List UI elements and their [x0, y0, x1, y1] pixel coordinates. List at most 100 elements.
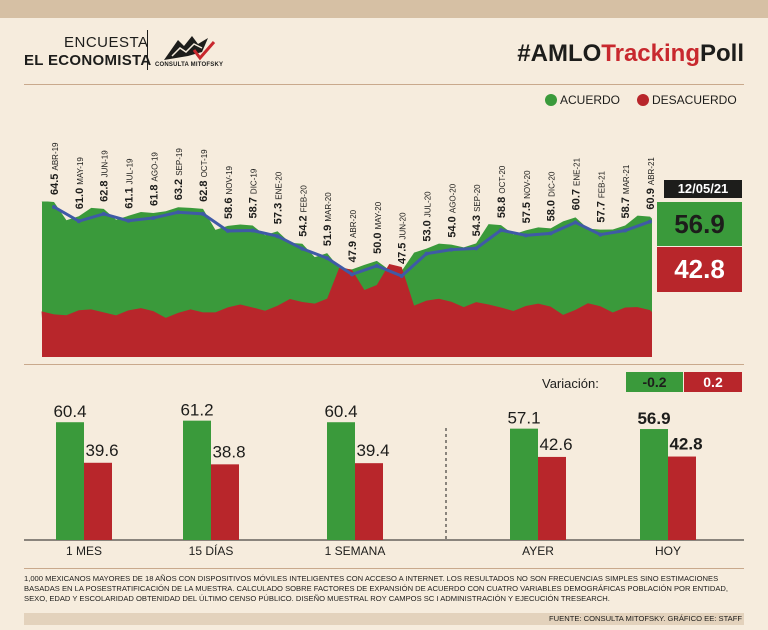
- point-value: 57.3: [273, 200, 285, 224]
- point-value: 63.2: [173, 176, 185, 200]
- point-value: 60.7: [571, 186, 583, 210]
- point-value: 54.3: [471, 212, 483, 236]
- point-label: 62.8 OCT-19: [198, 149, 210, 202]
- point-month: MAY-20: [374, 201, 383, 229]
- point-month: SEP-20: [473, 184, 482, 212]
- hashtag-suffix: Poll: [699, 40, 744, 67]
- point-label: 58.6 NOV-19: [223, 165, 235, 218]
- legend-desacuerdo: DESACUERDO: [637, 93, 737, 107]
- point-month: MAR-21: [622, 164, 631, 194]
- point-label: 63.2 SEP-19: [173, 148, 185, 201]
- section-rule: [24, 364, 744, 365]
- legend-acuerdo-swatch: [545, 94, 557, 106]
- point-month: AGO-20: [448, 183, 457, 213]
- point-value: 58.0: [546, 197, 558, 221]
- bottom-rule: [24, 568, 744, 569]
- trend-point: [573, 220, 578, 225]
- trend-point: [76, 219, 81, 224]
- point-label: 53.0 JUL-20: [422, 191, 434, 242]
- bar-desacuerdo-label: 39.6: [85, 441, 118, 460]
- point-month: FEB-20: [299, 185, 308, 213]
- bar-acuerdo-label: 57.1: [507, 409, 540, 428]
- header-inner: [0, 18, 768, 74]
- trend-point: [449, 247, 454, 252]
- desacuerdo-area-shape: [41, 264, 653, 357]
- point-month: ENE-21: [573, 157, 582, 186]
- point-value: 62.8: [99, 177, 111, 201]
- hashtag-title: #AMLOTrackingPoll: [517, 40, 744, 68]
- point-value: 57.7: [595, 198, 607, 222]
- point-month: SEP-19: [175, 148, 184, 176]
- bar-category-label: 1 MES: [66, 544, 102, 558]
- trend-point: [399, 274, 404, 278]
- bar-acuerdo-label: 60.4: [53, 402, 86, 421]
- trend-point: [52, 204, 56, 209]
- point-label: 61.0 MAY-19: [74, 157, 86, 210]
- point-label: 60.7 ENE-21: [571, 157, 583, 210]
- point-value: 58.7: [620, 194, 632, 218]
- trend-point: [300, 246, 305, 251]
- point-value: 61.0: [74, 185, 86, 209]
- trend-point: [548, 231, 553, 236]
- bar-acuerdo-label: 60.4: [324, 402, 357, 421]
- point-label: 57.7 FEB-21: [595, 170, 607, 222]
- trend-point: [275, 234, 280, 239]
- trend-point: [424, 251, 429, 256]
- point-label: 54.2 FEB-20: [297, 185, 309, 237]
- point-label: 51.9 MAR-20: [322, 192, 334, 246]
- legend-desacuerdo-swatch: [637, 94, 649, 106]
- point-label: 58.8 OCT-20: [496, 165, 508, 218]
- point-month: MAR-20: [324, 192, 333, 222]
- point-month: MAY-19: [76, 157, 85, 185]
- brand-divider: [147, 30, 148, 70]
- point-value: 62.8: [198, 177, 210, 201]
- point-month: ENE-20: [275, 171, 284, 200]
- point-label: 47.9 ABR-20: [347, 209, 359, 262]
- bar-desacuerdo-label: 38.8: [212, 442, 245, 461]
- point-value: 58.7: [248, 194, 260, 218]
- trend-point: [523, 233, 528, 238]
- point-month: NOV-20: [523, 170, 532, 199]
- trend-point: [201, 211, 205, 216]
- bar-marks: 60.4 39.6 1 MES 61.2 38.8 15 DÍAS 60.4 39.4 1 SE…: [53, 401, 702, 558]
- point-month: JUL-19: [126, 158, 135, 184]
- point-month: JUL-20: [424, 191, 433, 217]
- point-label: 61.1 JUL-19: [124, 158, 136, 209]
- point-value: 61.8: [148, 181, 160, 205]
- trend-point: [176, 210, 181, 215]
- point-month: NOV-19: [225, 165, 234, 194]
- point-month: AGO-19: [150, 152, 159, 182]
- bar-acuerdo: [183, 420, 211, 540]
- point-label: 64.5 ABR-19: [49, 142, 61, 195]
- trend-point: [225, 228, 230, 233]
- point-value: 61.1: [124, 184, 136, 208]
- point-value: 64.5: [49, 171, 61, 195]
- legend-desacuerdo-label: DESACUERDO: [652, 93, 737, 107]
- bar-desacuerdo: [355, 463, 383, 540]
- point-value: 54.0: [446, 213, 458, 237]
- trend-point: [250, 228, 255, 233]
- point-month: DIC-19: [250, 168, 259, 194]
- legend-acuerdo: ACUERDO: [545, 93, 620, 107]
- brand-line-1: ENCUESTA: [64, 34, 149, 51]
- trend-point: [325, 256, 330, 261]
- point-label: 58.0 DIC-20: [546, 171, 558, 221]
- point-label: 54.3 SEP-20: [471, 184, 483, 237]
- point-value: 51.9: [322, 222, 334, 246]
- legend-acuerdo-label: ACUERDO: [560, 93, 621, 107]
- bar-desacuerdo: [668, 456, 696, 540]
- bar-desacuerdo-label: 42.8: [669, 435, 702, 454]
- variation-desacuerdo: 0.2: [684, 372, 742, 392]
- point-value: 53.0: [422, 217, 434, 241]
- trend-point: [126, 218, 131, 223]
- point-label: 50.0 MAY-20: [372, 201, 384, 254]
- bar-desacuerdo-label: 39.4: [356, 441, 389, 460]
- footnote: 1,000 mexicanos mayores de 18 años con d…: [24, 574, 728, 603]
- bar-desacuerdo: [538, 456, 566, 540]
- bar-acuerdo-label: 61.2: [180, 401, 213, 420]
- point-value: 57.5: [521, 199, 533, 223]
- point-month: ABR-20: [349, 209, 358, 238]
- point-label: 62.8 JUN-19: [99, 150, 111, 202]
- top-rule: [24, 84, 744, 85]
- bar-acuerdo: [640, 429, 668, 540]
